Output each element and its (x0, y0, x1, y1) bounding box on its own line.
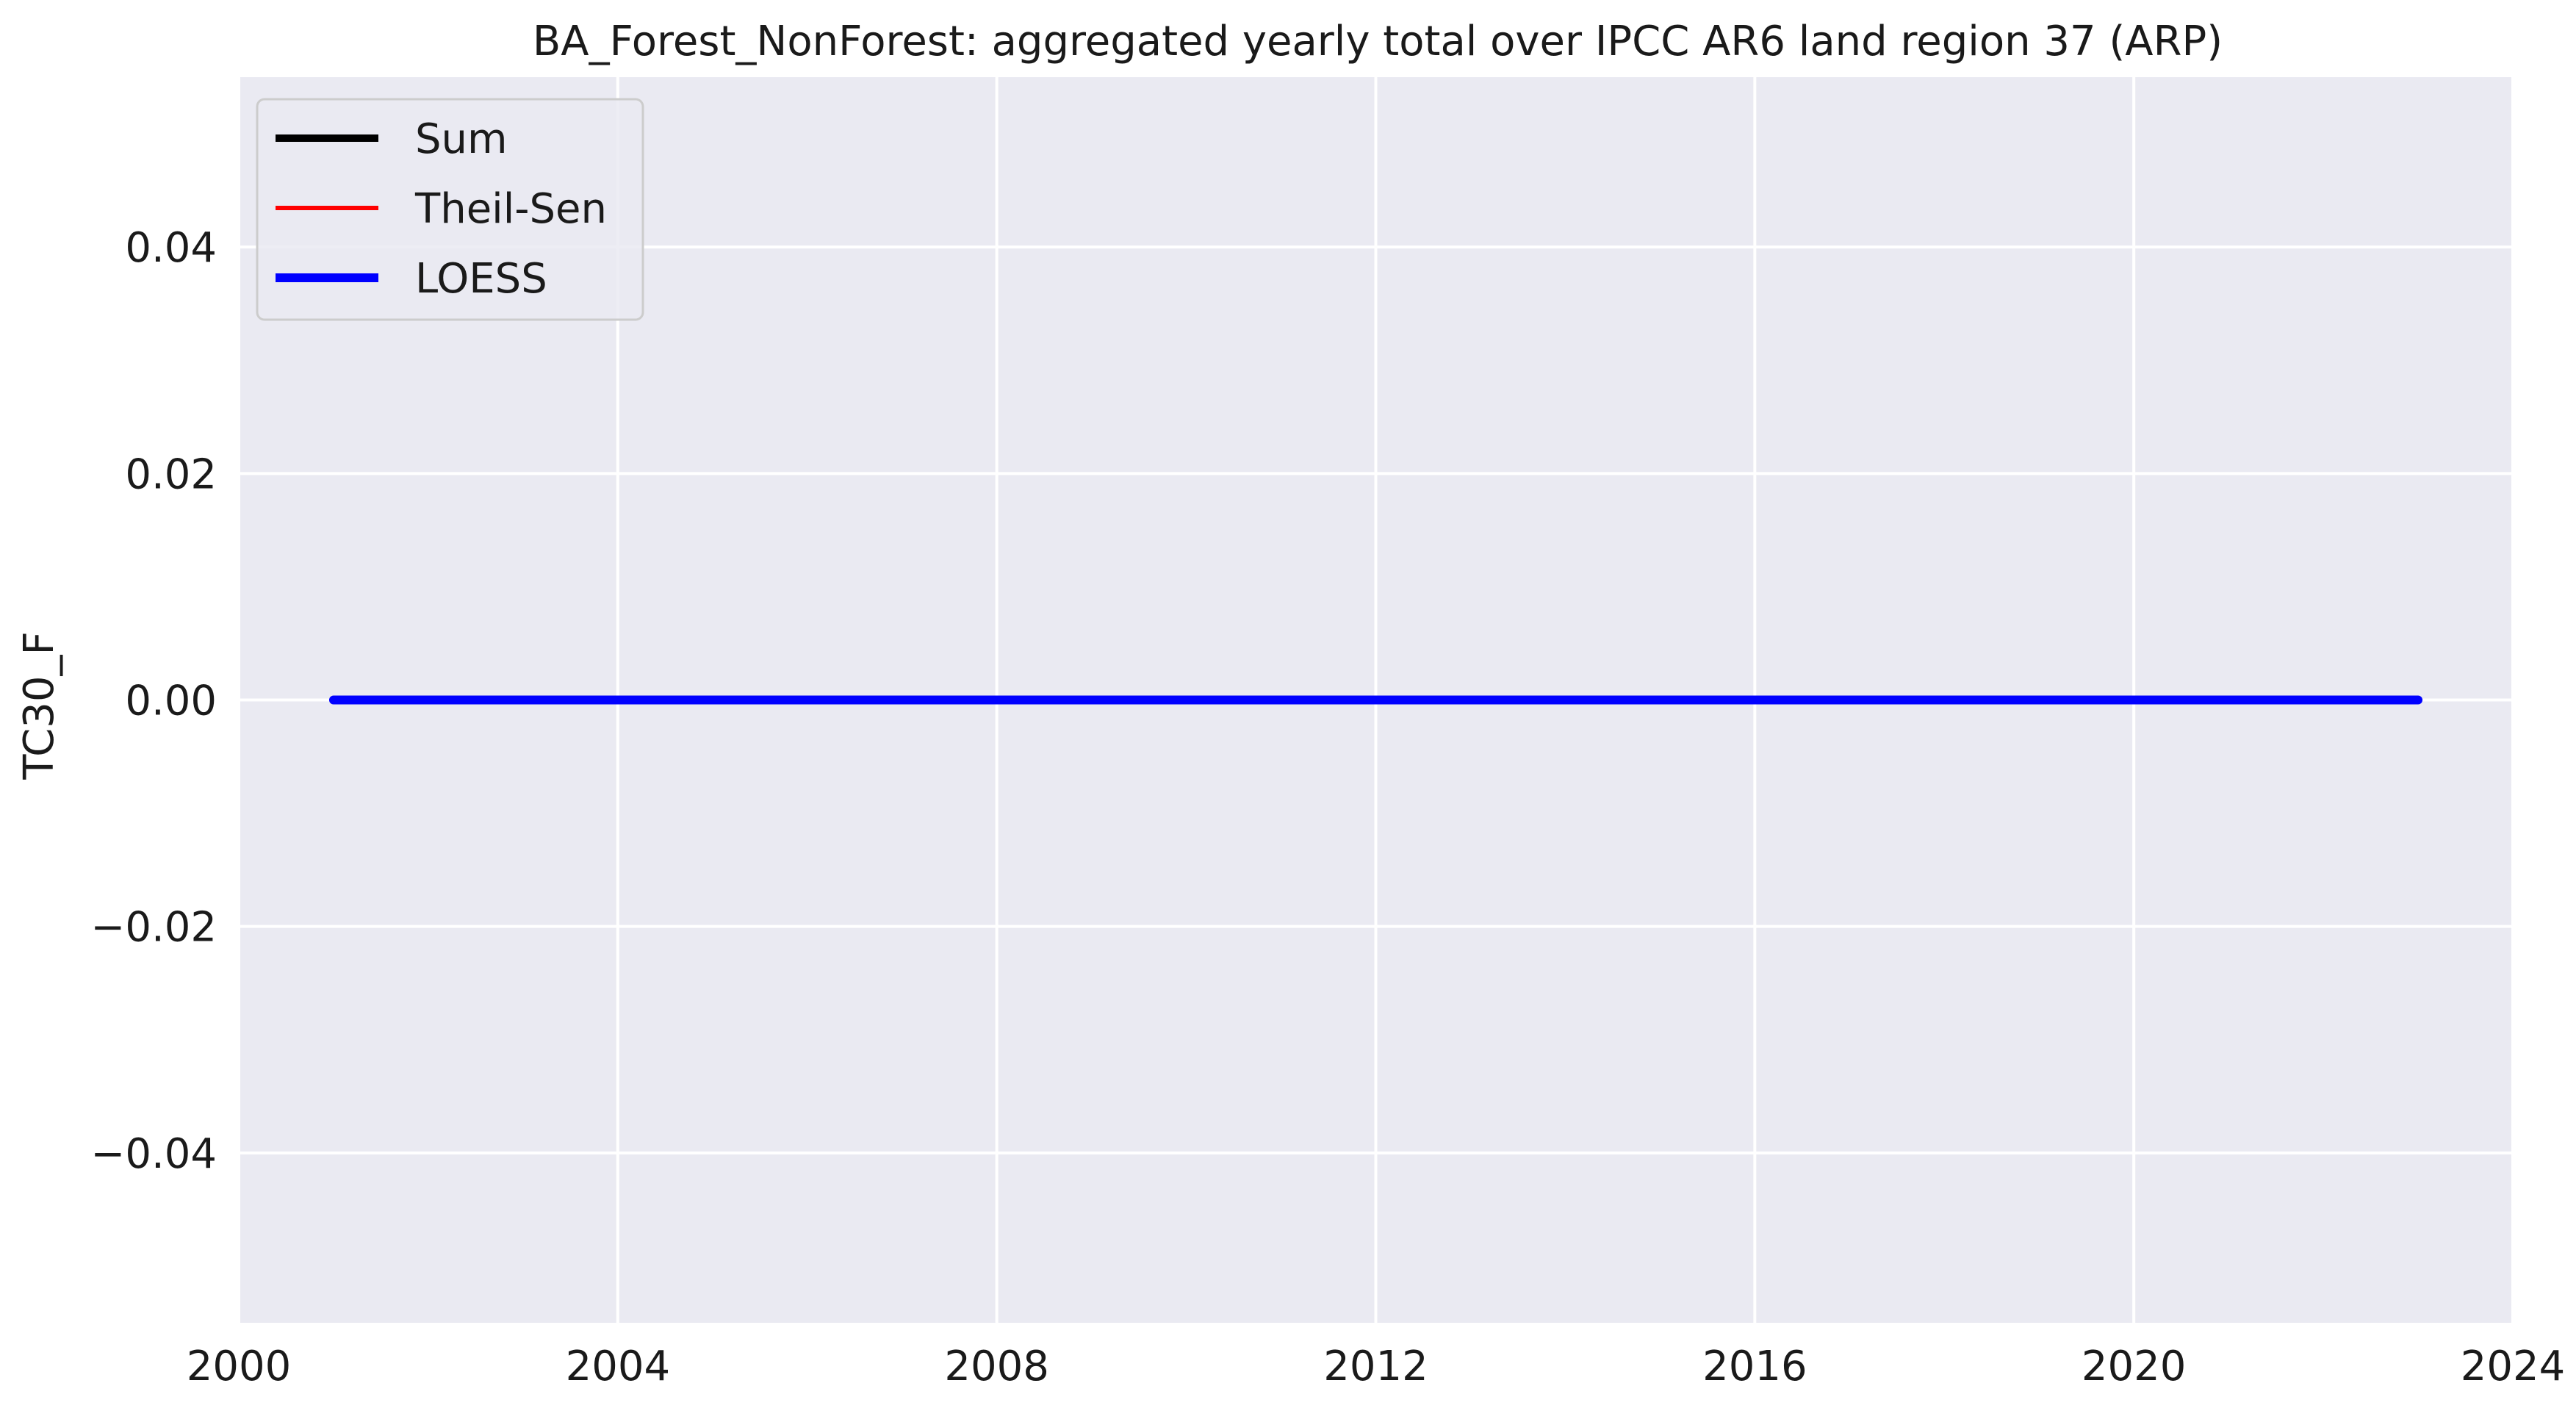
legend: Sum Theil-Sen LOESS (256, 98, 644, 321)
y-tick-label: 0.04 (125, 224, 217, 272)
x-tick-label: 2012 (1323, 1343, 1428, 1390)
tick-labels: 2000 2004 2008 2012 2016 2020 2024 −0.04 −0.02 0.… (90, 224, 2565, 1390)
y-tick-label: 0.00 (125, 678, 217, 725)
chart-title: BA_Forest_NonForest: aggregated yearly t… (533, 18, 2223, 65)
x-tick-label: 2004 (566, 1343, 671, 1390)
legend-label-loess: LOESS (415, 255, 547, 303)
x-tick-label: 2008 (944, 1343, 1049, 1390)
legend-label-sum: Sum (415, 115, 508, 163)
x-tick-label: 2024 (2461, 1343, 2566, 1390)
x-tick-label: 2000 (187, 1343, 292, 1390)
x-tick-label: 2020 (2082, 1343, 2187, 1390)
legend-box (256, 98, 644, 321)
y-tick-label: 0.02 (125, 450, 217, 498)
x-tick-label: 2016 (1702, 1343, 1807, 1390)
legend-label-theil-sen: Theil-Sen (414, 185, 607, 233)
y-tick-label: −0.02 (90, 904, 217, 952)
y-tick-label: −0.04 (90, 1130, 217, 1178)
y-axis-label: TC30_F (15, 631, 63, 780)
